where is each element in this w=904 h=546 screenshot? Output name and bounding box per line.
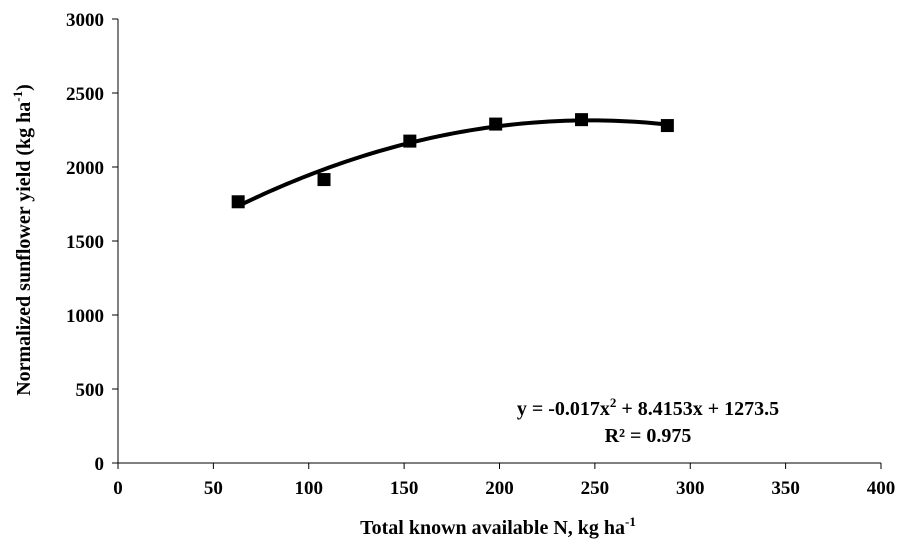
y-axis-ticks: 0 500 1000 1500 2000 2500 3000 — [66, 10, 118, 475]
r-squared-label: R² = 0.975 — [605, 425, 692, 447]
x-tick-label: 250 — [581, 478, 610, 499]
y-tick-label: 1000 — [66, 306, 104, 327]
y-tick-label: 2000 — [66, 158, 104, 179]
data-point — [660, 119, 674, 133]
x-axis-title: Total known available N, kg ha-1 — [360, 514, 636, 539]
x-tick-label: 0 — [113, 478, 123, 499]
y-tick-label: 2500 — [66, 84, 104, 105]
x-tick-label: 350 — [771, 478, 800, 499]
y-tick-label: 3000 — [66, 10, 104, 31]
y-tick-label: 0 — [95, 454, 105, 475]
x-tick-label: 150 — [390, 478, 419, 499]
y-tick-label: 1500 — [66, 232, 104, 253]
x-tick-label: 100 — [295, 478, 324, 499]
data-point — [575, 113, 589, 127]
x-axis-ticks: 0 50 100 150 200 250 300 350 400 — [113, 463, 895, 499]
x-tick-label: 50 — [204, 478, 223, 499]
x-tick-label: 200 — [485, 478, 514, 499]
x-tick-label: 400 — [867, 478, 896, 499]
y-tick-label: 500 — [76, 380, 105, 401]
data-point — [489, 117, 503, 131]
data-point — [317, 173, 331, 187]
data-points — [231, 113, 674, 209]
x-tick-label: 300 — [676, 478, 705, 499]
trendline — [237, 118, 668, 208]
y-axis-title: Normalized sunflower yield (kg ha-1) — [10, 84, 35, 396]
trendline-equation: y = -0.017x2 + 8.4153x + 1273.5 — [517, 395, 779, 420]
data-point — [403, 134, 417, 148]
data-point — [231, 195, 245, 209]
